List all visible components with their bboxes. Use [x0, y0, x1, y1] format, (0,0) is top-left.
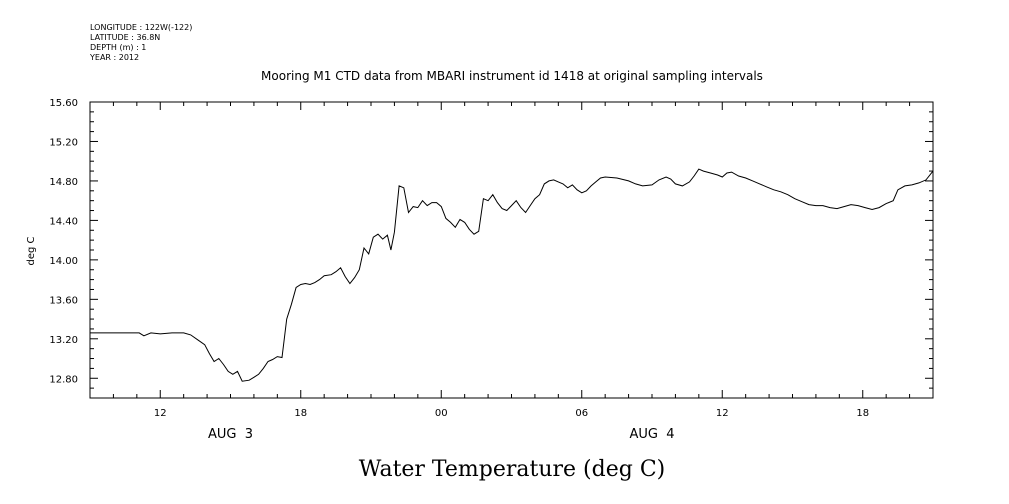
y-tick-label: 13.60	[49, 295, 78, 306]
x-tick-label: 06	[575, 408, 588, 419]
chart-title: Mooring M1 CTD data from MBARI instrumen…	[261, 69, 763, 83]
x-tick-label: 12	[716, 408, 729, 419]
date-labels: AUG 3 AUG 4	[208, 427, 675, 442]
x-tick-label: 18	[294, 408, 307, 419]
x-tick-label: 00	[435, 408, 448, 419]
plot-frame	[89, 101, 934, 399]
x-axis: 12 18 00 06 12 18	[89, 102, 934, 419]
temperature-line	[90, 168, 934, 382]
depth-text: DEPTH (m) : 1	[90, 43, 146, 52]
longitude-text: LONGITUDE : 122W(-122)	[90, 23, 192, 32]
date-label: AUG 3	[208, 427, 253, 442]
series-layer	[90, 168, 934, 382]
year-text: YEAR : 2012	[89, 53, 139, 62]
latitude-text: LATITUDE : 36.8N	[90, 33, 160, 42]
y-tick-label: 13.20	[49, 335, 78, 346]
y-tick-label: 14.00	[49, 256, 78, 267]
y-tick-label: 15.60	[49, 98, 78, 109]
y-tick-label: 15.20	[49, 137, 78, 148]
y-tick-label: 12.80	[49, 374, 78, 385]
y-axis: 12.80 13.20 13.60 14.00 14.40 14.80 15.20 15.60	[49, 98, 933, 399]
date-label: AUG 4	[629, 427, 674, 442]
figure-caption: Water Temperature (deg C)	[359, 457, 666, 482]
y-tick-label: 14.80	[49, 177, 78, 188]
y-tick-label: 14.40	[49, 216, 78, 227]
y-axis-label: deg C	[26, 236, 37, 265]
x-tick-label: 12	[154, 408, 167, 419]
x-tick-label: 18	[856, 408, 869, 419]
metadata-block: LONGITUDE : 122W(-122) LATITUDE : 36.8N …	[89, 23, 192, 62]
